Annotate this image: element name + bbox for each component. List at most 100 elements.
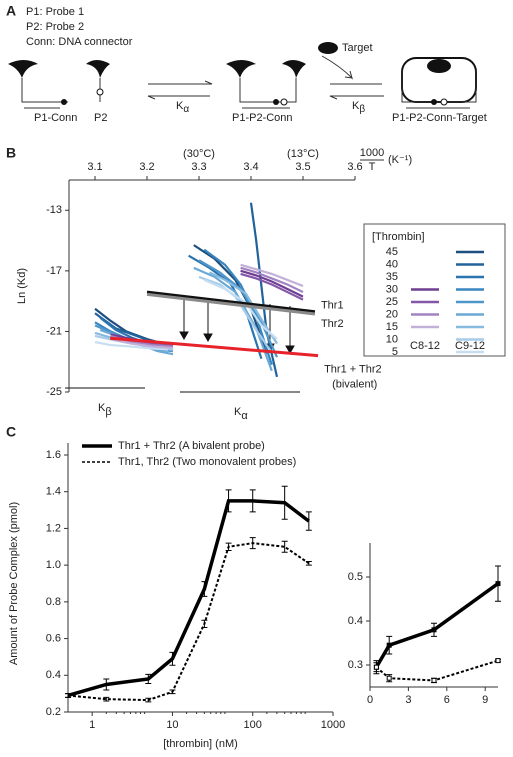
y-tick-label: 1.0 [46,559,61,571]
k-subscript: β [105,406,111,418]
legend-text: P2: Probe 2 [26,21,84,33]
y-tick-label: 1.6 [46,449,61,461]
legend-label: 10 [386,333,398,345]
legend-column: C9-12 [455,340,485,352]
error-bar [249,489,256,513]
x-tick-label: 3.1 [87,161,102,173]
legend-text: Conn: DNA connector [26,36,133,48]
k-subscript: α [183,104,189,115]
error-bar [103,696,110,702]
marker [386,642,392,648]
label: P1-P2-Conn-Target [392,112,487,124]
k-symbol: K [234,406,242,418]
legend-label: Thr1, Thr2 (Two monovalent probes) [118,456,296,468]
x-tick-label: 9 [482,694,488,706]
legend-column: C8-12 [410,340,440,352]
error-bar [169,651,176,666]
target [318,42,338,54]
bracket-label: Kα [234,406,248,422]
connector [401,70,477,109]
series-line [375,659,499,682]
x-tick-label: 100 [244,719,262,731]
x-tick-label: 0 [367,694,373,706]
error-bar [169,689,176,695]
legend-label: 25 [386,296,398,308]
error-bar [281,540,288,553]
x-tick-label: 3.5 [295,161,310,173]
line-label: (bivalent) [332,379,377,391]
error-bar [225,542,232,551]
probe-2 [86,60,110,78]
label: P2 [94,112,107,124]
legend-label: 30 [386,283,398,295]
x-tick-label: 1 [89,719,95,731]
bead [96,88,104,96]
series-line [146,290,316,314]
error-bar [225,489,232,513]
error-bar [249,537,256,550]
y-tick-label: 0.2 [46,706,61,718]
legend-title: [Thrombin] [372,231,425,243]
bracket-label: Kβ [98,402,112,418]
y-axis-label: Amount of Probe Complex (pmol) [8,502,20,665]
probe-1 [8,60,38,78]
error-bar [305,560,312,566]
marker [373,664,379,670]
y-tick-label: 0.4 [46,669,61,681]
bead [431,99,437,105]
y-tick-label: 0.6 [46,632,61,644]
x-tick-label: 3.2 [139,161,154,173]
label: P1-Conn [34,112,77,124]
error-bar [65,693,71,698]
series-line [109,336,319,358]
error-bar [103,678,110,691]
y-tick-label: -21 [46,325,62,337]
x-axis-label: [thrombin] (nM) [163,738,238,750]
y-tick-label: 0.8 [46,596,61,608]
line-label: Thr1 [321,300,344,312]
legend-text: P1: Probe 1 [26,6,84,18]
panel-label: B [6,145,16,161]
legend-label: 5 [392,346,398,358]
error-bar [281,485,288,520]
y-tick-label: 0.4 [348,615,363,627]
x-tick-label: 10 [166,719,178,731]
connector [21,78,68,109]
legend-label: 15 [386,321,398,333]
marker [431,677,437,683]
y-axis-label: Ln (Kd) [16,268,28,304]
x-tick-label: 3.3 [191,161,206,173]
axis-note: (13°C) [287,148,319,160]
x-tick-label: 3.6 [347,161,362,173]
bracket [65,387,300,393]
y-tick-label: 1.4 [46,486,61,498]
label: P1-P2-Conn [232,112,293,124]
legend-label: 20 [386,308,398,320]
series-line [110,263,304,350]
legend-label: 40 [386,258,398,270]
error-bar [201,619,208,629]
x-label-num: 1000 [360,147,384,159]
panel-a: A P1: Probe 1 P2: Probe 2 Conn: DNA conn… [6,3,487,124]
y-tick-label: 1.2 [46,522,61,534]
x-tick-label: 3 [405,694,411,706]
error-bar [145,697,152,703]
series-line [67,499,310,698]
k-alpha: Kα [176,100,189,115]
axis-note: (30°C) [183,148,215,160]
series-line [146,292,316,316]
target-label: Target [342,42,373,54]
x-tick-label: 6 [444,694,450,706]
target [427,59,451,73]
equilibrium-arrow [147,80,213,100]
error-bar [145,673,152,685]
error-bar [305,511,312,531]
marker [495,658,501,664]
probes [226,60,306,78]
bead [61,99,67,105]
bead [280,98,288,106]
y-tick-label: -25 [46,386,62,398]
x-tick-label: 1000 [321,719,345,731]
series-line [99,266,273,372]
k-beta: Kβ [352,100,365,115]
